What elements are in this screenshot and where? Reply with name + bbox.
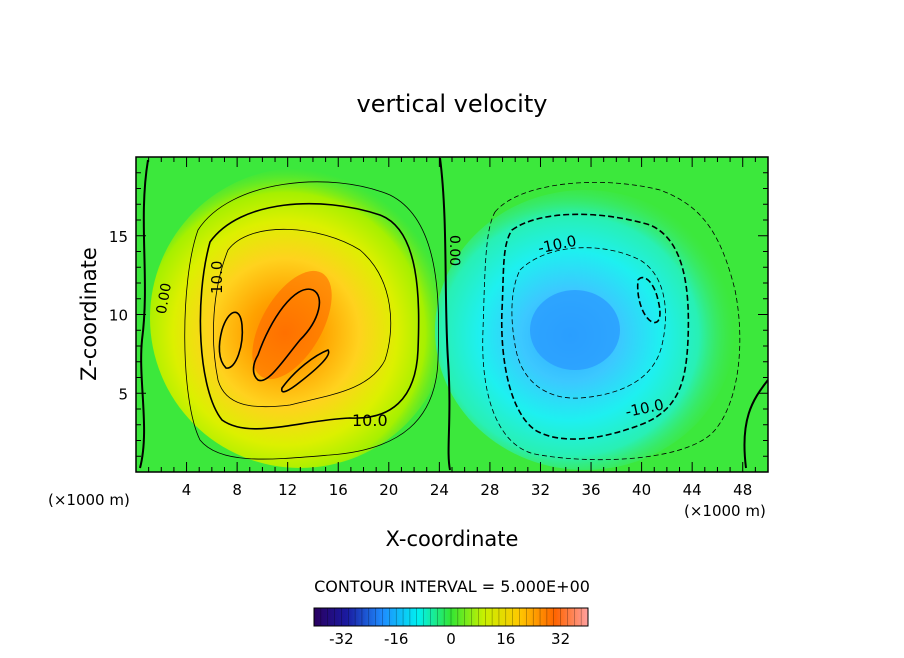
contour-pos-20c (280, 349, 330, 393)
contour-label: 0.00 (154, 282, 175, 315)
contour-pos-15 (213, 228, 392, 408)
colorbar-tick-label: -32 (329, 630, 354, 648)
contour-pos-20b (252, 288, 321, 382)
x-tick-label: 8 (232, 481, 242, 499)
y-axis-label: Z-coordinate (77, 247, 101, 381)
x-tick-label: 36 (581, 481, 600, 499)
contour-label: 10.0 (208, 261, 226, 294)
contour-pos-20a (218, 311, 244, 369)
x-tick-label: 12 (278, 481, 297, 499)
downdraft-core (530, 290, 620, 370)
x-tick-label: 48 (733, 481, 752, 499)
colorbar-tick-label: 32 (551, 630, 570, 648)
contour-zero-middle (439, 157, 451, 471)
contour-neg-10 (500, 213, 690, 440)
x-tick-label: 20 (379, 481, 398, 499)
colorbar: -32 -16 0 16 32 (313, 607, 589, 648)
y-tick-label: 5 (118, 385, 128, 403)
x-tick-label: 44 (683, 481, 702, 499)
contour-neg-15 (511, 247, 666, 399)
x-tick-label: 24 (430, 481, 449, 499)
x-axis-label: X-coordinate (386, 527, 519, 551)
contour-zero-left (139, 159, 149, 469)
plot-area: 0.00 10.0 0.00 -10.0 10.0 -10.0 4 8 12 16 20… (109, 156, 769, 499)
updraft-core (252, 270, 332, 380)
colorbar-tick-label: 0 (446, 630, 456, 648)
x-tick-label: 28 (480, 481, 499, 499)
contour-label: 0.00 (446, 235, 462, 266)
contour-neg-20 (636, 276, 661, 324)
colorbar-tick-label: -16 (384, 630, 409, 648)
contour-pos-5 (184, 181, 439, 460)
y-axis: 5 10 15 (109, 172, 768, 457)
x-axis: 4 8 12 16 20 24 28 32 36 40 44 48 (148, 157, 756, 499)
contour-zero-right (743, 379, 768, 469)
contour-label: 10.0 (352, 411, 388, 430)
x-tick-label: 4 (182, 481, 192, 499)
colorbar-tick-label: 16 (496, 630, 515, 648)
contour-pos-10 (199, 202, 420, 430)
x-tick-label: 16 (329, 481, 348, 499)
chart-title: vertical velocity (357, 90, 548, 118)
x-tick-label: 40 (632, 481, 651, 499)
y-tick-label: 15 (109, 228, 128, 246)
x-unit-left: (×1000 m) (48, 491, 130, 509)
y-tick-label: 10 (109, 307, 128, 325)
contour-neg-5 (482, 181, 741, 461)
x-unit-right: (×1000 m) (684, 502, 766, 520)
contour-interval-text: CONTOUR INTERVAL = 5.000E+00 (314, 577, 590, 596)
x-tick-label: 32 (531, 481, 550, 499)
colorbar-ticks: -32 -16 0 16 32 (320, 608, 582, 648)
